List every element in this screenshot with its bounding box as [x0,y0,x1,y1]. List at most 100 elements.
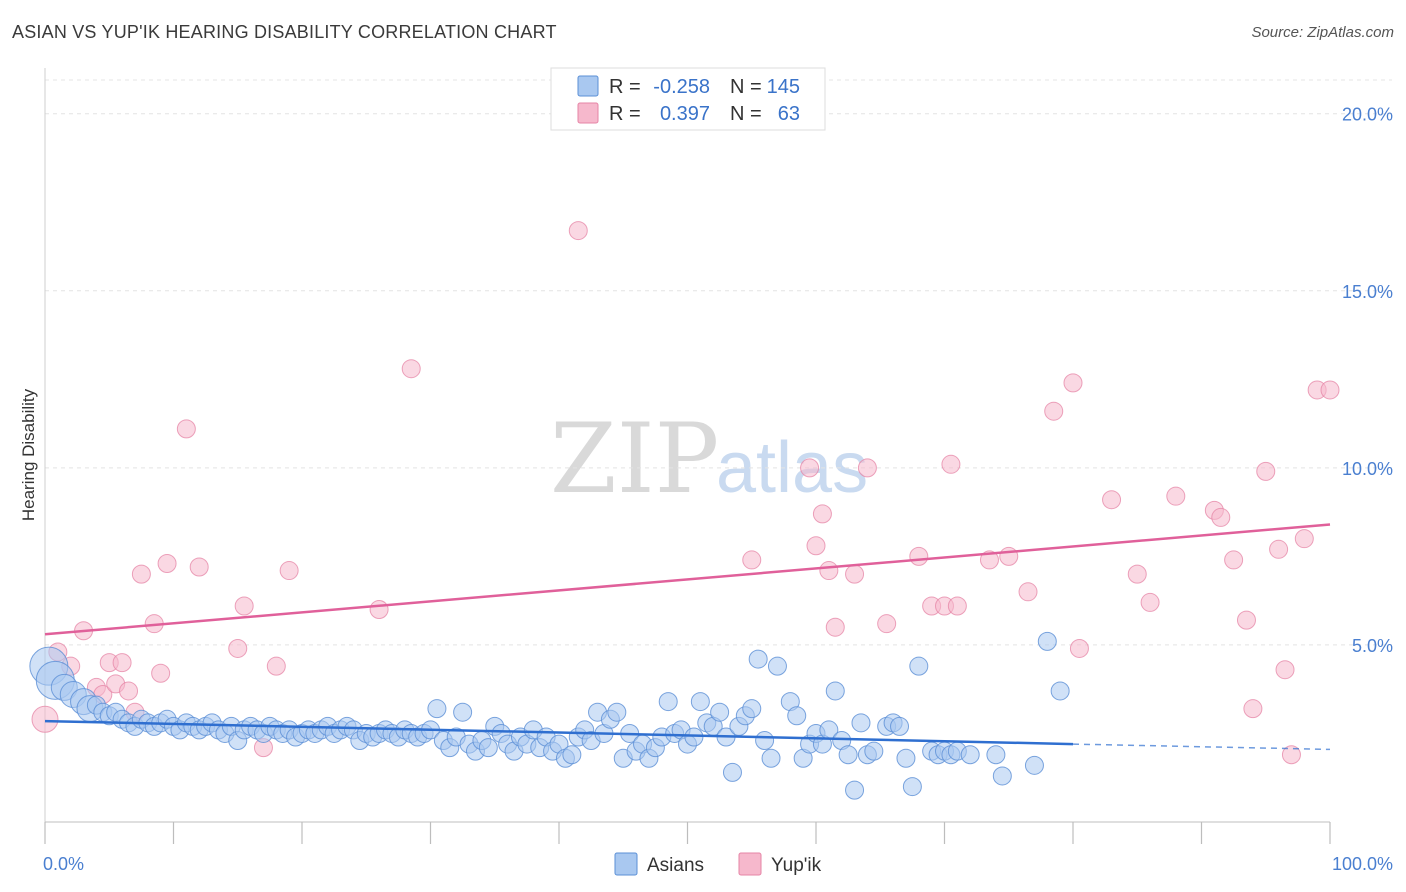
data-point-yupik [112,653,132,673]
series-yupik-points [31,221,1340,765]
data-point-yupik [947,596,967,616]
data-point-asians [890,716,910,736]
data-point-yupik [234,596,254,616]
data-point-yupik [812,504,832,524]
data-point-yupik [742,550,762,570]
data-point-asians [902,777,922,797]
data-point-asians [864,741,884,761]
data-point-asians [992,766,1012,786]
legend-n-value-asians: 145 [767,76,800,98]
data-point-yupik [1018,582,1038,602]
data-point-asians [761,748,781,768]
data-point-yupik [1102,490,1122,510]
legend-r-label-yupik: R = [609,103,641,125]
data-point-asians [427,699,447,719]
trend-line-asians-extension [1072,743,1331,751]
y-axis-label: Hearing Disability [19,388,38,521]
data-point-yupik [279,561,299,581]
legend-n-label-yupik: N = [730,103,762,125]
data-point-yupik [819,561,839,581]
data-point-asians [562,745,582,765]
y-tick-label: 20.0% [1342,105,1393,125]
data-point-asians [742,699,762,719]
y-tick-labels: 5.0% 10.0% 15.0% 20.0% [1342,105,1393,656]
data-point-asians [1024,755,1044,775]
legend-swatch-asians [577,75,599,97]
data-point-yupik [369,600,389,620]
data-point-yupik [1063,373,1083,393]
x-tick-label-max: 100.0% [1332,854,1393,874]
data-point-asians [722,762,742,782]
data-point-yupik [1236,610,1256,630]
bottom-legend-label-asians: Asians [647,855,704,876]
legend-swatch-yupik [577,102,599,124]
data-point-asians [896,748,916,768]
data-point-yupik [176,419,196,439]
data-point-yupik [1140,592,1160,612]
y-tick-label: 15.0% [1342,282,1393,302]
data-point-asians [478,738,498,758]
data-point-yupik [1166,486,1186,506]
data-point-yupik [909,546,929,566]
data-point-yupik [1275,660,1295,680]
data-point-asians [845,780,865,800]
data-point-yupik [1281,745,1301,765]
legend: R = -0.258 N = 145 R = 0.397 N = 63 [550,67,826,131]
data-point-yupik [806,536,826,556]
legend-n-label-asians: N = [730,76,762,98]
data-point-yupik [845,564,865,584]
grid-lines [45,79,1392,646]
data-point-yupik [189,557,209,577]
data-point-asians [986,745,1006,765]
data-point-yupik [1044,401,1064,421]
data-point-yupik [1069,638,1089,658]
data-point-asians [1050,681,1070,701]
data-point-yupik [1127,564,1147,584]
data-point-asians [838,745,858,765]
watermark: ZIP atlas [550,403,868,515]
data-point-asians [909,656,929,676]
data-point-asians [684,727,704,747]
data-point-asians [1037,631,1057,651]
data-point-asians [960,745,980,765]
data-point-yupik [401,359,421,379]
data-point-yupik [1269,539,1289,559]
y-tick-label: 10.0% [1342,459,1393,479]
data-point-asians [748,649,768,669]
data-point-yupik [1294,529,1314,549]
data-point-asians [658,692,678,712]
x-tick-labels: 0.0% 100.0% [43,854,1393,874]
data-point-yupik [131,564,151,584]
data-point-yupik [1224,550,1244,570]
data-point-yupik [31,705,59,733]
bottom-legend: Asians Yup'ik [614,852,822,876]
data-point-yupik [941,454,961,474]
legend-r-value-asians: -0.258 [653,76,710,98]
legend-n-value-yupik: 63 [778,103,800,125]
data-point-asians [767,656,787,676]
trend-line-asians [44,719,1074,746]
bottom-legend-swatch-yupik [738,852,762,876]
data-point-yupik [1243,699,1263,719]
data-point-yupik [800,458,820,478]
watermark-zip: ZIP [550,403,719,515]
data-point-asians [851,713,871,733]
bottom-legend-swatch-asians [614,852,638,876]
data-point-asians [825,681,845,701]
chart-title: ASIAN VS YUP'IK HEARING DISABILITY CORRE… [12,22,557,42]
data-point-asians [710,702,730,722]
data-point-yupik [1320,380,1340,400]
data-point-yupik [857,458,877,478]
data-point-yupik [825,617,845,637]
data-point-yupik [877,614,897,634]
x-tick-label-min: 0.0% [43,854,84,874]
data-point-asians [755,731,775,751]
data-point-asians [607,702,627,722]
series-asians-points [29,631,1070,800]
y-tick-label: 5.0% [1352,636,1393,656]
trend-line-yupik [44,523,1331,636]
data-point-yupik [1211,507,1231,527]
trend-lines [44,523,1331,751]
data-point-yupik [119,681,139,701]
